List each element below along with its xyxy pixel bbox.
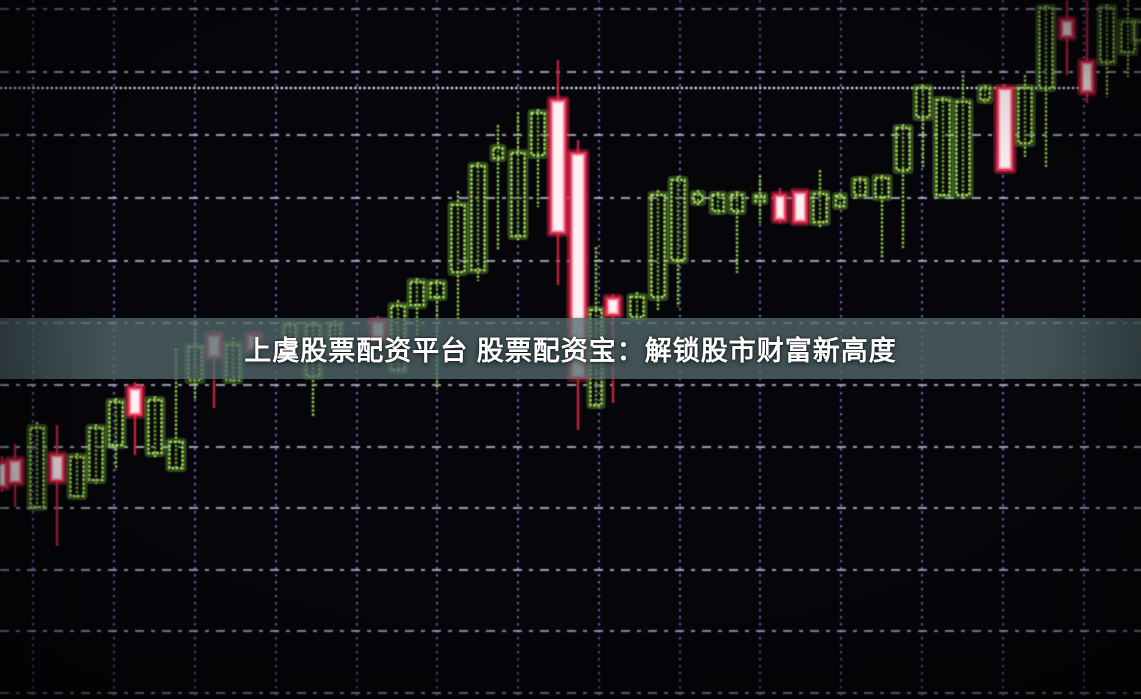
title-overlay-band: 上虞股票配资平台 股票配资宝：解锁股市财富新高度 [0,318,1141,379]
page-title: 上虞股票配资平台 股票配资宝：解锁股市财富新高度 [244,336,897,366]
